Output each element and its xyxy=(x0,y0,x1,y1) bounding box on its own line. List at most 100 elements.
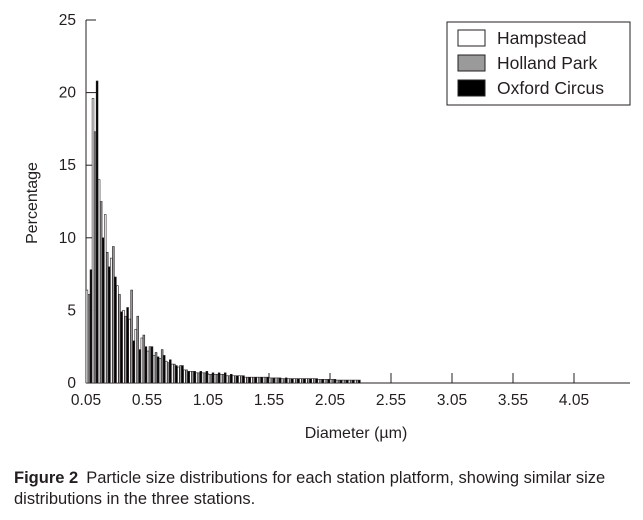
bar-oxford-circus xyxy=(199,371,202,384)
bar-hampstead xyxy=(274,377,278,384)
legend: Hampstead Holland Park Oxford Circus xyxy=(446,21,631,106)
bar-hampstead xyxy=(140,337,144,384)
bar-hampstead xyxy=(347,379,351,384)
bar-holland-park xyxy=(270,377,274,384)
legend-label-oxford-circus: Oxford Circus xyxy=(497,78,604,98)
bar-hampstead xyxy=(171,363,174,384)
x-tick-label: 0.05 xyxy=(71,392,101,409)
bar-holland-park xyxy=(154,352,158,384)
bar-holland-park xyxy=(203,372,207,384)
bar-hampstead xyxy=(286,378,290,384)
bar-oxford-circus xyxy=(284,377,288,384)
bar-oxford-circus xyxy=(236,375,239,384)
bar-holland-park xyxy=(130,289,133,384)
bar-holland-park xyxy=(179,365,182,384)
y-axis-title: Percentage xyxy=(24,162,41,244)
bar-hampstead xyxy=(97,179,101,384)
bar-hampstead xyxy=(256,376,259,384)
x-tick-label: 1.55 xyxy=(254,392,284,409)
bar-oxford-circus xyxy=(205,371,209,384)
bar-oxford-circus xyxy=(248,376,251,384)
bar-oxford-circus xyxy=(162,355,166,384)
bar-hampstead xyxy=(85,289,89,384)
bar-holland-park xyxy=(258,376,261,384)
bar-hampstead xyxy=(122,310,125,384)
legend-label-hampstead: Hampstead xyxy=(497,28,587,48)
bar-hampstead xyxy=(110,257,113,384)
bar-oxford-circus xyxy=(297,378,300,384)
bar-oxford-circus xyxy=(187,371,190,384)
bar-holland-park xyxy=(87,294,91,384)
bar-oxford-circus xyxy=(260,376,263,384)
bar-hampstead xyxy=(152,355,156,384)
bar-hampstead xyxy=(329,379,333,384)
bar-hampstead xyxy=(238,375,241,384)
y-tick-label: 10 xyxy=(59,230,77,247)
bar-holland-park xyxy=(264,376,268,384)
bar-holland-park xyxy=(124,315,127,384)
bar-holland-park xyxy=(197,372,200,384)
bar-oxford-circus xyxy=(242,375,245,384)
bar-holland-park xyxy=(173,363,176,384)
bar-holland-park xyxy=(234,375,237,384)
bar-oxford-circus xyxy=(169,359,172,384)
bar-hampstead xyxy=(232,375,235,384)
bar-oxford-circus xyxy=(272,377,276,384)
bar-oxford-circus xyxy=(230,373,233,384)
bar-oxford-circus xyxy=(352,379,355,384)
bar-oxford-circus xyxy=(333,379,337,384)
bar-holland-park xyxy=(99,201,103,384)
y-axis-ticks: 0 5 10 15 20 25 xyxy=(59,12,96,392)
figure-caption: Figure 2 Particle size distributions for … xyxy=(14,468,629,510)
bar-oxford-circus xyxy=(181,365,184,384)
bar-hampstead xyxy=(213,373,217,384)
bar-oxford-circus xyxy=(345,379,349,384)
bar-oxford-circus xyxy=(278,377,282,384)
bar-holland-park xyxy=(142,334,146,384)
bar-holland-park xyxy=(160,349,164,384)
bar-oxford-circus xyxy=(217,372,221,384)
bar-hampstead xyxy=(128,318,131,384)
y-tick-label: 15 xyxy=(59,157,76,174)
bar-holland-park xyxy=(185,369,188,384)
x-tick-label: 4.05 xyxy=(559,392,589,409)
bar-hampstead xyxy=(146,350,150,384)
bar-oxford-circus xyxy=(193,371,196,384)
bar-holland-park xyxy=(276,377,280,384)
x-tick-label: 2.05 xyxy=(315,392,345,409)
legend-swatch-oxford-circus xyxy=(457,79,486,97)
bar-holland-park xyxy=(228,375,231,384)
bar-oxford-circus xyxy=(126,307,129,384)
bar-holland-park xyxy=(209,373,213,384)
bar-holland-park xyxy=(343,379,347,384)
bar-holland-park xyxy=(240,375,243,384)
bar-hampstead xyxy=(280,378,284,384)
bar-oxford-circus xyxy=(101,237,105,384)
figure-caption-label: Figure 2 xyxy=(14,469,79,487)
bar-oxford-circus xyxy=(339,379,343,384)
bar-hampstead xyxy=(250,376,253,384)
bar-oxford-circus xyxy=(315,378,318,384)
legend-swatch-holland-park xyxy=(457,54,486,72)
bar-holland-park xyxy=(282,378,286,384)
bar-hampstead xyxy=(311,378,314,384)
bar-hampstead xyxy=(116,285,119,384)
bar-oxford-circus xyxy=(303,378,306,384)
bar-oxford-circus xyxy=(150,346,154,384)
bar-oxford-circus xyxy=(138,349,141,384)
x-tick-label: 3.05 xyxy=(437,392,467,409)
bar-holland-park xyxy=(93,131,97,384)
bar-holland-park xyxy=(313,378,316,384)
x-tick-label: 2.55 xyxy=(376,392,406,409)
bar-holland-park xyxy=(118,294,121,384)
bar-hampstead xyxy=(201,372,205,384)
bar-oxford-circus xyxy=(358,379,361,384)
bar-hampstead xyxy=(317,379,320,384)
bar-holland-park xyxy=(337,379,341,384)
bar-oxford-circus xyxy=(114,276,117,384)
bar-oxford-circus xyxy=(120,311,123,384)
bar-hampstead xyxy=(195,372,198,384)
bar-hampstead xyxy=(207,373,211,384)
bar-oxford-circus xyxy=(254,376,257,384)
legend-label-holland-park: Holland Park xyxy=(497,53,597,73)
